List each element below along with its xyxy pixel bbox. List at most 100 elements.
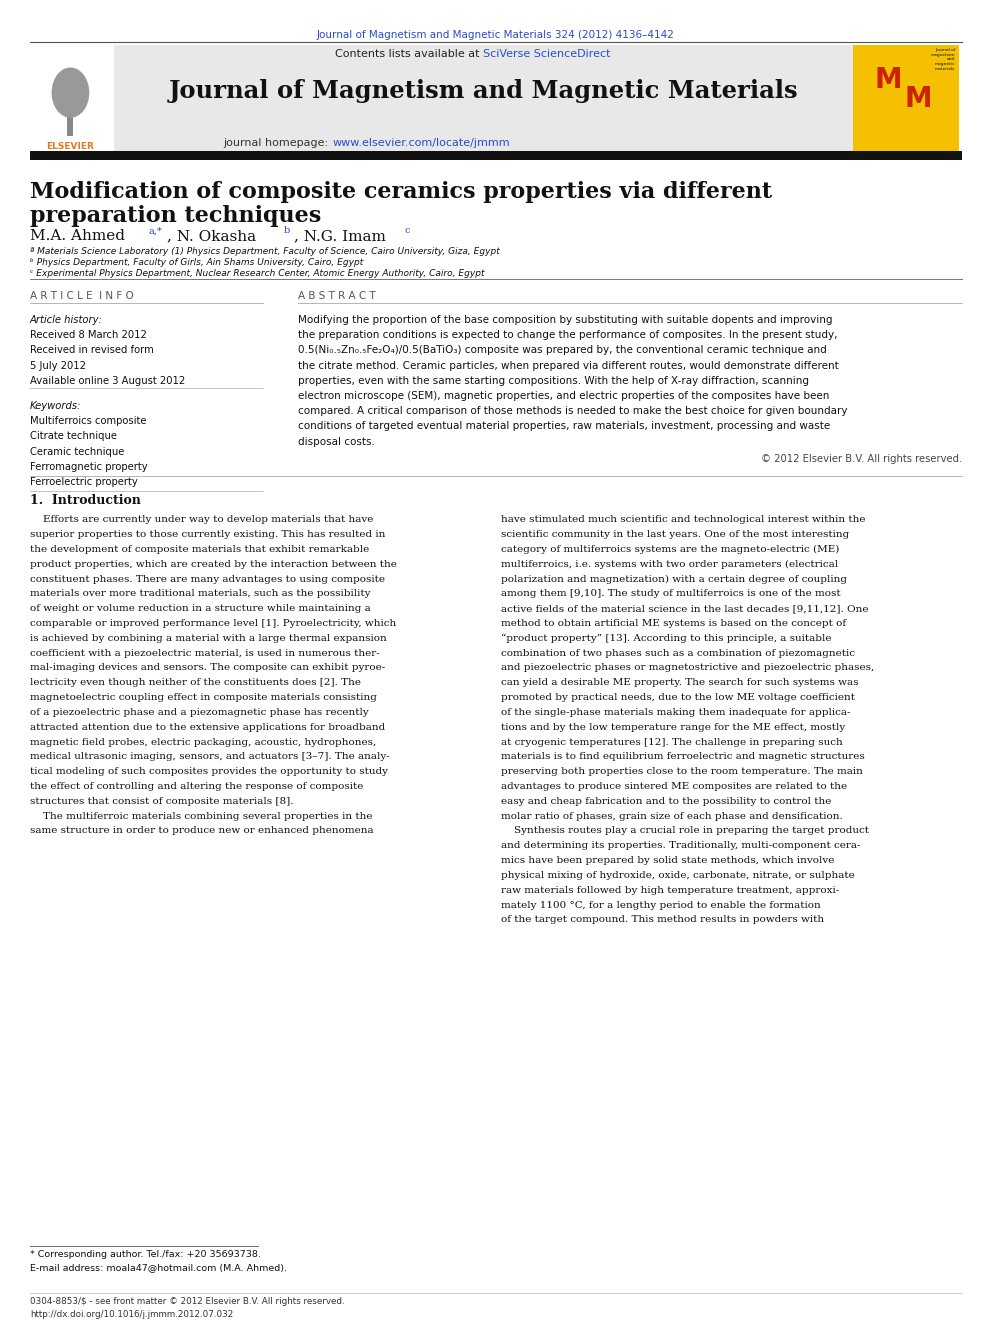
Text: the effect of controlling and altering the response of composite: the effect of controlling and altering t…: [30, 782, 363, 791]
Text: Ferromagnetic property: Ferromagnetic property: [30, 462, 148, 472]
Text: tions and by the low temperature range for the ME effect, mostly: tions and by the low temperature range f…: [501, 722, 845, 732]
Text: A B S T R A C T: A B S T R A C T: [298, 291, 375, 302]
Text: lectricity even though neither of the constituents does [2]. The: lectricity even though neither of the co…: [30, 679, 361, 688]
Text: preserving both properties close to the room temperature. The main: preserving both properties close to the …: [501, 767, 863, 777]
Text: active fields of the material science in the last decades [9,11,12]. One: active fields of the material science in…: [501, 605, 868, 614]
Text: Modification of composite ceramics properties via different: Modification of composite ceramics prope…: [30, 181, 772, 204]
Text: 5 July 2012: 5 July 2012: [30, 360, 85, 370]
Text: 1.  Introduction: 1. Introduction: [30, 493, 141, 507]
Text: combination of two phases such as a combination of piezomagnetic: combination of two phases such as a comb…: [501, 648, 855, 658]
Bar: [853, 45, 959, 151]
Text: b: b: [284, 226, 290, 235]
Text: * Corresponding author. Tel./fax: +20 35693738.: * Corresponding author. Tel./fax: +20 35…: [30, 1250, 261, 1259]
Text: the preparation conditions is expected to change the performance of composites. : the preparation conditions is expected t…: [298, 329, 837, 340]
Text: , N.G. Imam: , N.G. Imam: [294, 229, 391, 243]
Text: magnetic field probes, electric packaging, acoustic, hydrophones,: magnetic field probes, electric packagin…: [30, 737, 376, 746]
Text: Available online 3 August 2012: Available online 3 August 2012: [30, 376, 186, 386]
Text: Citrate technique: Citrate technique: [30, 431, 117, 442]
Text: Article history:: Article history:: [30, 315, 102, 325]
Text: preparation techniques: preparation techniques: [30, 205, 321, 228]
Text: of the single-phase materials making them inadequate for applica-: of the single-phase materials making the…: [501, 708, 850, 717]
Text: promoted by practical needs, due to the low ME voltage coefficient: promoted by practical needs, due to the …: [501, 693, 855, 703]
Text: constituent phases. There are many advantages to using composite: constituent phases. There are many advan…: [30, 574, 385, 583]
Text: mately 1100 °C, for a lengthy period to enable the formation: mately 1100 °C, for a lengthy period to …: [501, 901, 820, 910]
Text: of weight or volume reduction in a structure while maintaining a: of weight or volume reduction in a struc…: [30, 605, 370, 614]
Text: materials over more traditional materials, such as the possibility: materials over more traditional material…: [30, 589, 370, 598]
Text: Modifying the proportion of the base composition by substituting with suitable d: Modifying the proportion of the base com…: [298, 315, 832, 325]
Text: ª Materials Science Laboratory (1) Physics Department, Faculty of Science, Cairo: ª Materials Science Laboratory (1) Physi…: [30, 247, 500, 257]
Text: mics have been prepared by solid state methods, which involve: mics have been prepared by solid state m…: [501, 856, 834, 865]
Text: ᵇ Physics Department, Faculty of Girls, Ain Shams University, Cairo, Egypt: ᵇ Physics Department, Faculty of Girls, …: [30, 258, 363, 267]
Text: coefficient with a piezoelectric material, is used in numerous ther-: coefficient with a piezoelectric materia…: [30, 648, 380, 658]
Text: electron microscope (SEM), magnetic properties, and electric properties of the c: electron microscope (SEM), magnetic prop…: [298, 390, 829, 401]
Text: mal-imaging devices and sensors. The composite can exhibit pyroe-: mal-imaging devices and sensors. The com…: [30, 663, 385, 672]
Text: Journal of Magnetism and Magnetic Materials 324 (2012) 4136–4142: Journal of Magnetism and Magnetic Materi…: [317, 30, 675, 41]
Text: disposal costs.: disposal costs.: [298, 437, 374, 447]
Bar: [30, 45, 114, 151]
Text: M: M: [905, 85, 932, 112]
Text: Efforts are currently under way to develop materials that have: Efforts are currently under way to devel…: [30, 515, 373, 524]
Text: attracted attention due to the extensive applications for broadband: attracted attention due to the extensive…: [30, 722, 385, 732]
Text: structures that consist of composite materials [8].: structures that consist of composite mat…: [30, 796, 294, 806]
Text: “product property” [13]. According to this principle, a suitable: “product property” [13]. According to th…: [501, 634, 831, 643]
Text: M: M: [875, 66, 903, 94]
Text: Ferroelectric property: Ferroelectric property: [30, 476, 138, 487]
Text: compared. A critical comparison of those methods is needed to make the best choi: compared. A critical comparison of those…: [298, 406, 847, 417]
Text: , N. Okasha: , N. Okasha: [167, 229, 261, 243]
Text: Synthesis routes play a crucial role in preparing the target product: Synthesis routes play a crucial role in …: [501, 827, 869, 836]
Text: Contents lists available at: Contents lists available at: [335, 49, 483, 60]
Text: Received in revised form: Received in revised form: [30, 345, 154, 356]
Text: the citrate method. Ceramic particles, when prepared via different routes, would: the citrate method. Ceramic particles, w…: [298, 360, 838, 370]
Text: the development of composite materials that exhibit remarkable: the development of composite materials t…: [30, 545, 369, 554]
Text: of a piezoelectric phase and a piezomagnetic phase has recently: of a piezoelectric phase and a piezomagn…: [30, 708, 368, 717]
Text: is achieved by combining a material with a large thermal expansion: is achieved by combining a material with…: [30, 634, 387, 643]
Text: E-mail address: moala47@hotmail.com (M.A. Ahmed).: E-mail address: moala47@hotmail.com (M.A…: [30, 1263, 287, 1273]
Text: comparable or improved performance level [1]. Pyroelectricity, which: comparable or improved performance level…: [30, 619, 396, 628]
Text: at cryogenic temperatures [12]. The challenge in preparing such: at cryogenic temperatures [12]. The chal…: [501, 737, 843, 746]
Text: can yield a desirable ME property. The search for such systems was: can yield a desirable ME property. The s…: [501, 679, 858, 688]
Text: 0304-8853/$ - see front matter © 2012 Elsevier B.V. All rights reserved.: 0304-8853/$ - see front matter © 2012 El…: [30, 1297, 344, 1306]
Text: © 2012 Elsevier B.V. All rights reserved.: © 2012 Elsevier B.V. All rights reserved…: [761, 454, 962, 464]
Text: Journal of Magnetism and Magnetic Materials: Journal of Magnetism and Magnetic Materi…: [169, 79, 798, 103]
Text: Keywords:: Keywords:: [30, 401, 81, 411]
Text: materials is to find equilibrium ferroelectric and magnetic structures: materials is to find equilibrium ferroel…: [501, 753, 865, 762]
Ellipse shape: [52, 67, 89, 118]
Text: 0.5(Ni₀.₅Zn₀.₅Fe₂O₄)/0.5(BaTiO₃) composite was prepared by, the conventional cer: 0.5(Ni₀.₅Zn₀.₅Fe₂O₄)/0.5(BaTiO₃) composi…: [298, 345, 826, 356]
Text: Received 8 March 2012: Received 8 March 2012: [30, 329, 147, 340]
Text: polarization and magnetization) with a certain degree of coupling: polarization and magnetization) with a c…: [501, 574, 847, 583]
Text: ELSEVIER: ELSEVIER: [47, 142, 94, 151]
Text: molar ratio of phases, grain size of each phase and densification.: molar ratio of phases, grain size of eac…: [501, 811, 843, 820]
Text: physical mixing of hydroxide, oxide, carbonate, nitrate, or sulphate: physical mixing of hydroxide, oxide, car…: [501, 871, 855, 880]
Text: ᶜ Experimental Physics Department, Nuclear Research Center, Atomic Energy Author: ᶜ Experimental Physics Department, Nucle…: [30, 269, 484, 278]
Text: have stimulated much scientific and technological interest within the: have stimulated much scientific and tech…: [501, 515, 865, 524]
Text: Ceramic technique: Ceramic technique: [30, 446, 124, 456]
Text: of the target compound. This method results in powders with: of the target compound. This method resu…: [501, 916, 824, 925]
Text: c: c: [405, 226, 411, 235]
Bar: [30, 151, 962, 160]
Text: easy and cheap fabrication and to the possibility to control the: easy and cheap fabrication and to the po…: [501, 796, 831, 806]
Text: journal homepage:: journal homepage:: [223, 138, 332, 148]
Text: Multiferroics composite: Multiferroics composite: [30, 415, 146, 426]
Text: M.A. Ahmed: M.A. Ahmed: [30, 229, 130, 243]
Text: and piezoelectric phases or magnetostrictive and piezoelectric phases,: and piezoelectric phases or magnetostric…: [501, 663, 874, 672]
Text: and determining its properties. Traditionally, multi-component cera-: and determining its properties. Traditio…: [501, 841, 860, 851]
Bar: [114, 45, 853, 151]
Text: magnetoelectric coupling effect in composite materials consisting: magnetoelectric coupling effect in compo…: [30, 693, 377, 703]
Text: method to obtain artificial ME systems is based on the concept of: method to obtain artificial ME systems i…: [501, 619, 846, 628]
Text: A R T I C L E  I N F O: A R T I C L E I N F O: [30, 291, 134, 302]
Text: conditions of targeted eventual material properties, raw materials, investment, : conditions of targeted eventual material…: [298, 421, 830, 431]
Text: raw materials followed by high temperature treatment, approxi-: raw materials followed by high temperatu…: [501, 885, 839, 894]
Text: SciVerse ScienceDirect: SciVerse ScienceDirect: [483, 49, 611, 60]
Text: medical ultrasonic imaging, sensors, and actuators [3–7]. The analy-: medical ultrasonic imaging, sensors, and…: [30, 753, 390, 762]
Text: product properties, which are created by the interaction between the: product properties, which are created by…: [30, 560, 397, 569]
Text: scientific community in the last years. One of the most interesting: scientific community in the last years. …: [501, 531, 849, 540]
Text: Journal of
magnetism
and
magnetic
materials: Journal of magnetism and magnetic materi…: [930, 48, 955, 71]
Bar: [67, 112, 73, 136]
Text: category of multiferroics systems are the magneto-electric (ME): category of multiferroics systems are th…: [501, 545, 839, 554]
Text: properties, even with the same starting compositions. With the help of X-ray dif: properties, even with the same starting …: [298, 376, 808, 386]
Text: tical modeling of such composites provides the opportunity to study: tical modeling of such composites provid…: [30, 767, 388, 777]
Text: same structure in order to produce new or enhanced phenomena: same structure in order to produce new o…: [30, 827, 373, 836]
Text: multiferroics, i.e. systems with two order parameters (electrical: multiferroics, i.e. systems with two ord…: [501, 560, 838, 569]
Text: http://dx.doi.org/10.1016/j.jmmm.2012.07.032: http://dx.doi.org/10.1016/j.jmmm.2012.07…: [30, 1310, 233, 1319]
Text: advantages to produce sintered ME composites are related to the: advantages to produce sintered ME compos…: [501, 782, 847, 791]
